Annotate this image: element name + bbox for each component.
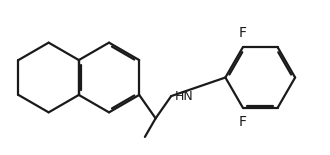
Text: HN: HN [175,90,194,103]
Text: F: F [239,115,247,128]
Text: F: F [239,27,247,40]
